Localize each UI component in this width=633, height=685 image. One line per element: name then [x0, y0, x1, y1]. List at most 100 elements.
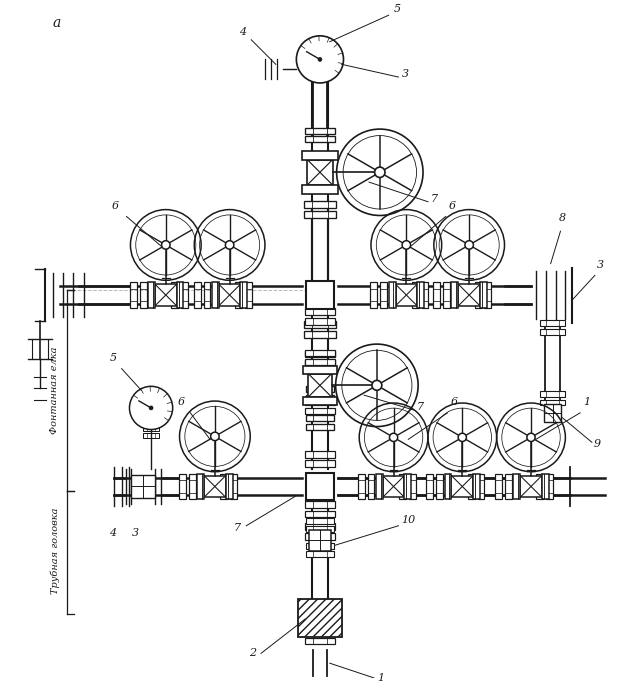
- Text: 5: 5: [110, 353, 117, 363]
- Text: 3: 3: [597, 260, 604, 269]
- Text: 6: 6: [178, 397, 185, 407]
- Bar: [307, 160, 333, 185]
- Bar: [458, 284, 480, 306]
- Circle shape: [465, 240, 473, 249]
- Bar: [536, 474, 543, 499]
- Bar: [436, 474, 443, 499]
- Circle shape: [527, 433, 535, 442]
- Bar: [306, 415, 334, 421]
- Circle shape: [402, 240, 411, 249]
- Bar: [520, 475, 542, 497]
- Bar: [513, 474, 520, 499]
- Bar: [451, 282, 458, 308]
- Bar: [306, 424, 334, 430]
- Text: 6: 6: [449, 201, 456, 210]
- Bar: [303, 151, 337, 160]
- Text: 3: 3: [401, 69, 408, 79]
- Bar: [304, 321, 335, 328]
- Bar: [148, 282, 155, 308]
- Bar: [542, 474, 549, 499]
- Bar: [370, 282, 377, 308]
- Text: 9: 9: [594, 439, 601, 449]
- Bar: [411, 282, 418, 308]
- Bar: [304, 331, 335, 338]
- Bar: [305, 399, 335, 406]
- Bar: [303, 397, 337, 405]
- Bar: [305, 638, 335, 644]
- Text: 1: 1: [583, 397, 590, 407]
- Bar: [306, 543, 334, 549]
- Bar: [219, 284, 241, 306]
- Bar: [399, 474, 406, 499]
- Bar: [306, 282, 334, 309]
- Bar: [417, 282, 424, 308]
- Circle shape: [149, 406, 153, 410]
- Bar: [305, 523, 335, 530]
- Bar: [546, 474, 553, 499]
- Bar: [204, 475, 226, 497]
- Bar: [383, 475, 404, 497]
- Bar: [540, 329, 565, 335]
- Bar: [305, 360, 335, 365]
- Bar: [197, 474, 204, 499]
- Text: 7: 7: [431, 194, 438, 203]
- Bar: [484, 282, 491, 308]
- Text: 5: 5: [394, 4, 401, 14]
- Bar: [305, 630, 335, 635]
- Circle shape: [296, 36, 344, 83]
- Bar: [473, 474, 480, 499]
- Bar: [171, 282, 178, 308]
- Text: Трубная головка: Трубная головка: [50, 507, 60, 593]
- Bar: [409, 474, 416, 499]
- Bar: [177, 282, 184, 308]
- Circle shape: [211, 432, 219, 440]
- Bar: [505, 474, 512, 499]
- Bar: [143, 434, 159, 438]
- Circle shape: [389, 433, 398, 442]
- Bar: [480, 282, 487, 308]
- Bar: [305, 510, 335, 517]
- Bar: [230, 474, 237, 499]
- Circle shape: [318, 58, 322, 62]
- Bar: [241, 282, 248, 308]
- Bar: [477, 474, 484, 499]
- Circle shape: [458, 433, 467, 442]
- Bar: [540, 390, 565, 397]
- Circle shape: [375, 167, 385, 177]
- Text: 2: 2: [249, 648, 256, 658]
- Text: 8: 8: [558, 214, 566, 223]
- Bar: [306, 386, 334, 392]
- Bar: [308, 373, 332, 397]
- Text: 4: 4: [239, 27, 247, 37]
- Bar: [306, 551, 334, 557]
- Bar: [380, 282, 387, 308]
- Bar: [306, 525, 334, 532]
- Bar: [189, 474, 196, 499]
- Bar: [304, 211, 335, 218]
- Bar: [422, 282, 429, 308]
- Bar: [468, 474, 475, 499]
- Bar: [540, 320, 565, 326]
- Bar: [306, 473, 334, 500]
- Bar: [306, 395, 334, 401]
- Bar: [194, 282, 201, 308]
- Bar: [305, 460, 335, 467]
- Bar: [475, 282, 482, 308]
- Text: 7: 7: [234, 523, 241, 533]
- Bar: [444, 474, 451, 499]
- Text: а: а: [53, 16, 61, 30]
- Bar: [130, 282, 137, 308]
- Bar: [306, 518, 334, 524]
- Bar: [305, 136, 335, 142]
- Text: 7: 7: [416, 402, 423, 412]
- Bar: [305, 351, 335, 358]
- Bar: [443, 282, 450, 308]
- Bar: [245, 282, 252, 308]
- Text: 1: 1: [377, 673, 384, 683]
- Bar: [179, 474, 186, 499]
- Bar: [181, 282, 188, 308]
- Circle shape: [225, 240, 234, 249]
- Bar: [376, 474, 383, 499]
- Bar: [155, 284, 177, 306]
- Bar: [235, 282, 242, 308]
